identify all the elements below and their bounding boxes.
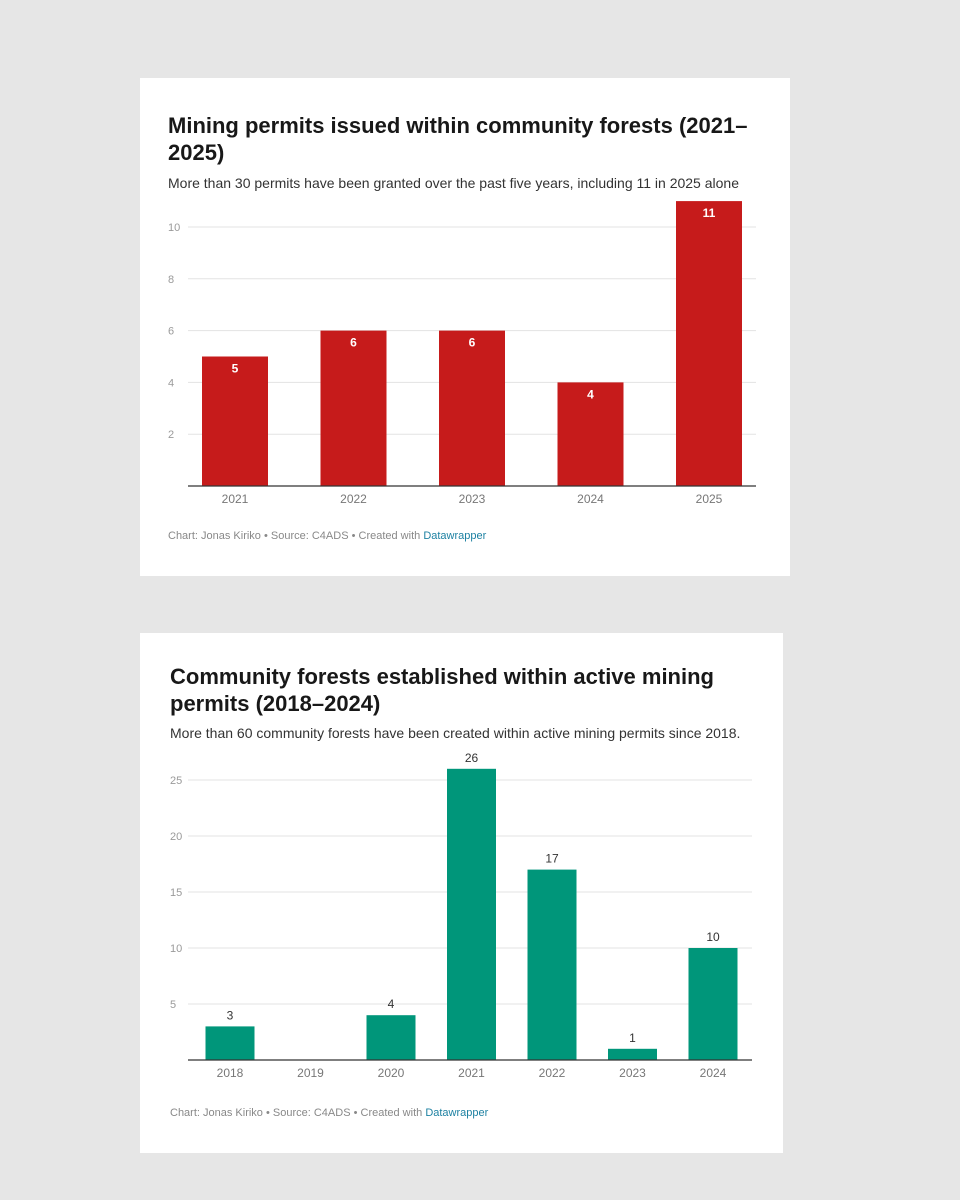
data-label: 5 <box>232 362 239 376</box>
data-label: 26 <box>465 751 479 765</box>
chart-title: Community forests established within act… <box>170 664 714 716</box>
y-tick-label: 2 <box>168 429 174 441</box>
bar <box>439 330 505 486</box>
y-tick-label: 4 <box>168 377 174 389</box>
y-tick-label: 6 <box>168 326 174 338</box>
y-tick-label: 8 <box>168 274 174 286</box>
y-tick-label: 25 <box>170 775 182 787</box>
bar <box>608 1048 657 1060</box>
permits-bar-chart: 2 4 6 8 10 5 2021 6 2022 6 2023 4 2024 11 2025 <box>168 201 756 506</box>
y-tick-label: 20 <box>170 831 182 843</box>
x-tick-label: 2020 <box>378 1066 405 1080</box>
y-tick-label: 10 <box>168 222 180 234</box>
bar <box>202 356 268 486</box>
chart-subtitle: More than 60 community forests have been… <box>170 725 741 741</box>
forests-chart-card: Community forests established within act… <box>140 633 783 1153</box>
chart-footer: Chart: Jonas Kiriko • Source: C4ADS • Cr… <box>168 529 486 543</box>
permits-chart-card: Mining permits issued within community f… <box>140 78 790 576</box>
data-label: 3 <box>227 1008 234 1022</box>
x-tick-label: 2023 <box>619 1066 646 1080</box>
x-tick-label: 2022 <box>539 1066 566 1080</box>
data-label: 6 <box>350 336 357 350</box>
bar <box>557 382 624 486</box>
data-label: 4 <box>587 387 594 401</box>
x-tick-label: 2024 <box>700 1066 727 1080</box>
bar <box>205 1026 255 1060</box>
x-tick-label: 2021 <box>458 1066 485 1080</box>
y-tick-label: 15 <box>170 887 182 899</box>
y-tick-label: 5 <box>170 999 176 1011</box>
data-label: 6 <box>469 336 476 350</box>
datawrapper-link[interactable]: Datawrapper <box>423 530 487 542</box>
footer-credit: Chart: Jonas Kiriko • Source: C4ADS • Cr… <box>168 530 424 542</box>
bar <box>320 330 387 486</box>
bar <box>527 869 577 1060</box>
data-label: 4 <box>388 997 395 1011</box>
x-tick-label: 2025 <box>696 492 723 506</box>
bar <box>366 1015 416 1060</box>
footer-credit: Chart: Jonas Kiriko • Source: C4ADS • Cr… <box>170 1107 426 1119</box>
data-label: 10 <box>706 930 720 944</box>
bar <box>447 768 496 1060</box>
chart-footer: Chart: Jonas Kiriko • Source: C4ADS • Cr… <box>170 1106 488 1120</box>
x-tick-label: 2019 <box>297 1066 324 1080</box>
chart-subtitle: More than 30 permits have been granted o… <box>168 175 739 191</box>
datawrapper-link[interactable]: Datawrapper <box>425 1107 489 1119</box>
x-tick-label: 2024 <box>577 492 604 506</box>
data-label: 17 <box>545 852 559 866</box>
bar <box>676 201 742 486</box>
x-tick-label: 2023 <box>459 492 486 506</box>
x-tick-label: 2018 <box>217 1066 244 1080</box>
bar <box>688 948 738 1060</box>
x-tick-label: 2022 <box>340 492 367 506</box>
data-label: 11 <box>703 206 716 220</box>
data-label: 1 <box>629 1031 636 1045</box>
chart-title: Mining permits issued within community f… <box>168 113 748 165</box>
x-tick-label: 2021 <box>222 492 249 506</box>
forests-bar-chart: 5 10 15 20 25 3 2018 2019 4 2020 26 2021 17 2022 1 2023… <box>170 751 752 1080</box>
y-tick-label: 10 <box>170 943 182 955</box>
